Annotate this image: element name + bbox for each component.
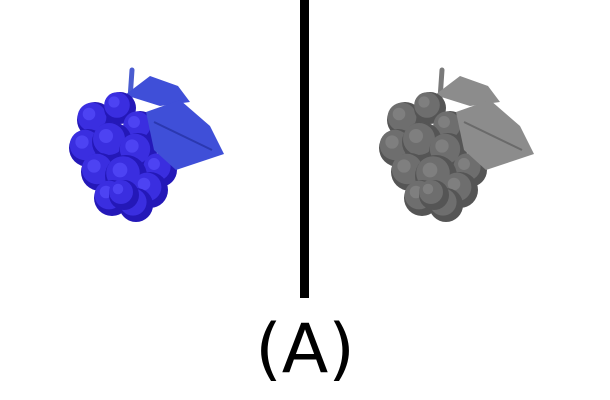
berry-highlight	[112, 183, 124, 195]
berry-highlight	[422, 183, 434, 195]
berry-highlight	[422, 162, 438, 178]
berry-highlight	[418, 96, 430, 108]
berry-highlight	[125, 139, 139, 153]
leaf-large	[146, 100, 224, 170]
berry-highlight	[75, 135, 89, 149]
berry-highlight	[148, 158, 160, 170]
berry-highlight	[397, 159, 411, 173]
berry-highlight	[447, 177, 461, 191]
grape-bunch-icon	[69, 67, 224, 222]
grape-bunch-icon	[379, 67, 534, 222]
leaf	[125, 76, 190, 106]
berry-highlight	[458, 158, 470, 170]
right-panel-grayscale	[310, 0, 610, 300]
leaf-vein	[463, 121, 523, 151]
berry-highlight	[112, 162, 128, 178]
berry-highlight	[385, 135, 399, 149]
berry-highlight	[99, 129, 113, 143]
leaf	[435, 76, 500, 106]
berry-highlight	[435, 139, 449, 153]
leaf-vein	[153, 121, 213, 151]
berry-highlight	[137, 177, 151, 191]
berry-highlight	[108, 96, 120, 108]
berry-highlight	[128, 116, 140, 128]
berry-highlight	[409, 129, 423, 143]
panel-divider	[300, 0, 309, 298]
berry-highlight	[438, 116, 450, 128]
leaf-large	[456, 100, 534, 170]
berry-highlight	[82, 107, 96, 121]
figure-caption: (A)	[255, 310, 355, 389]
left-panel-color	[0, 0, 300, 300]
berry-highlight	[392, 107, 406, 121]
berry-highlight	[87, 159, 101, 173]
